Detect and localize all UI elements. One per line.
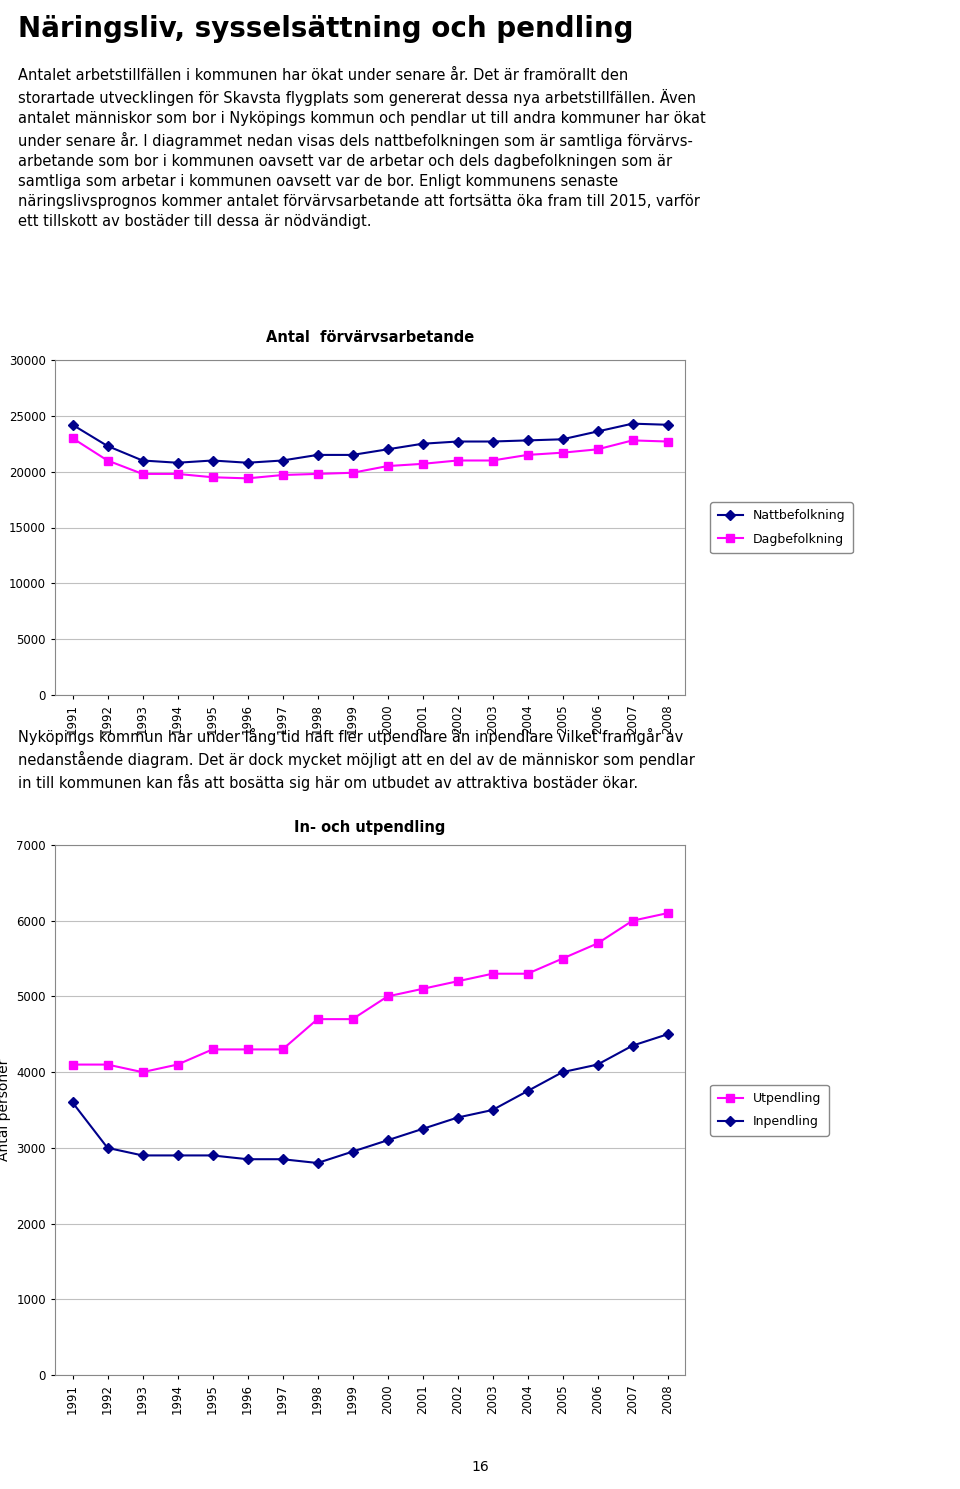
Inpendling (67, 1093, 79, 1111)
Dagbefolkning (661, 433, 673, 451)
Text: Antal  förvärvsarbetande: Antal förvärvsarbetande (266, 331, 474, 345)
Utpendling (136, 1063, 148, 1081)
Inpendling (661, 1026, 673, 1044)
Utpendling (591, 935, 603, 953)
Inpendling (487, 1100, 498, 1118)
Nattbefolkning (591, 423, 603, 441)
Nattbefolkning (452, 433, 464, 451)
Utpendling (347, 1010, 358, 1027)
Nattbefolkning (347, 447, 358, 465)
Inpendling (206, 1147, 218, 1164)
Inpendling (312, 1154, 324, 1172)
Nattbefolkning (521, 432, 533, 450)
Inpendling (627, 1036, 638, 1054)
Y-axis label: Antal personer: Antal personer (0, 1059, 11, 1161)
Text: 16: 16 (471, 1461, 489, 1474)
Nattbefolkning (557, 430, 568, 448)
Dagbefolkning (276, 466, 288, 484)
Legend: Utpendling, Inpendling: Utpendling, Inpendling (710, 1084, 828, 1136)
Inpendling (452, 1109, 464, 1127)
Legend: Nattbefolkning, Dagbefolkning: Nattbefolkning, Dagbefolkning (710, 502, 852, 552)
Nattbefolkning (487, 433, 498, 451)
Utpendling (487, 965, 498, 983)
Inpendling (276, 1151, 288, 1169)
Line: Inpendling: Inpendling (69, 1030, 671, 1166)
Inpendling (172, 1147, 183, 1164)
Utpendling (276, 1041, 288, 1059)
Text: Näringsliv, sysselsättning och pendling: Näringsliv, sysselsättning och pendling (18, 15, 634, 43)
Utpendling (417, 980, 428, 998)
Utpendling (312, 1010, 324, 1027)
Inpendling (347, 1142, 358, 1160)
Nattbefolkning (276, 451, 288, 469)
Line: Nattbefolkning: Nattbefolkning (69, 420, 671, 466)
Utpendling (382, 987, 394, 1005)
Inpendling (591, 1056, 603, 1074)
Nattbefolkning (206, 451, 218, 469)
Utpendling (521, 965, 533, 983)
Inpendling (136, 1147, 148, 1164)
Utpendling (557, 950, 568, 968)
Utpendling (661, 904, 673, 922)
Inpendling (557, 1063, 568, 1081)
Text: Nyköpings kommun har under lång tid haft fler utpendlare än inpendlare vilket fr: Nyköpings kommun har under lång tid haft… (18, 728, 695, 791)
Dagbefolkning (136, 465, 148, 482)
Utpendling (242, 1041, 253, 1059)
Line: Utpendling: Utpendling (68, 908, 672, 1077)
Dagbefolkning (347, 465, 358, 482)
Nattbefolkning (417, 435, 428, 453)
Nattbefolkning (242, 454, 253, 472)
Dagbefolkning (102, 451, 113, 469)
Utpendling (172, 1056, 183, 1074)
Nattbefolkning (312, 447, 324, 465)
Inpendling (102, 1139, 113, 1157)
Nattbefolkning (627, 415, 638, 433)
Dagbefolkning (487, 451, 498, 469)
Inpendling (521, 1083, 533, 1100)
Utpendling (206, 1041, 218, 1059)
Text: In- och utpendling: In- och utpendling (295, 820, 445, 835)
Utpendling (102, 1056, 113, 1074)
Nattbefolkning (136, 451, 148, 469)
Utpendling (452, 972, 464, 990)
Inpendling (382, 1132, 394, 1150)
Dagbefolkning (382, 457, 394, 475)
Dagbefolkning (452, 451, 464, 469)
Nattbefolkning (67, 415, 79, 433)
Dagbefolkning (206, 469, 218, 487)
Dagbefolkning (591, 441, 603, 459)
Dagbefolkning (557, 444, 568, 462)
Dagbefolkning (312, 465, 324, 482)
Nattbefolkning (382, 441, 394, 459)
Nattbefolkning (661, 415, 673, 433)
Dagbefolkning (521, 447, 533, 465)
Dagbefolkning (627, 432, 638, 450)
Inpendling (417, 1120, 428, 1138)
Inpendling (242, 1151, 253, 1169)
Line: Dagbefolkning: Dagbefolkning (68, 433, 672, 482)
Dagbefolkning (172, 465, 183, 482)
Utpendling (627, 911, 638, 929)
Nattbefolkning (172, 454, 183, 472)
Dagbefolkning (67, 429, 79, 447)
Text: Antalet arbetstillfällen i kommunen har ökat under senare år. Det är framörallt : Antalet arbetstillfällen i kommunen har … (18, 68, 706, 229)
Dagbefolkning (417, 456, 428, 474)
Dagbefolkning (242, 469, 253, 487)
Nattbefolkning (102, 438, 113, 456)
Utpendling (67, 1056, 79, 1074)
